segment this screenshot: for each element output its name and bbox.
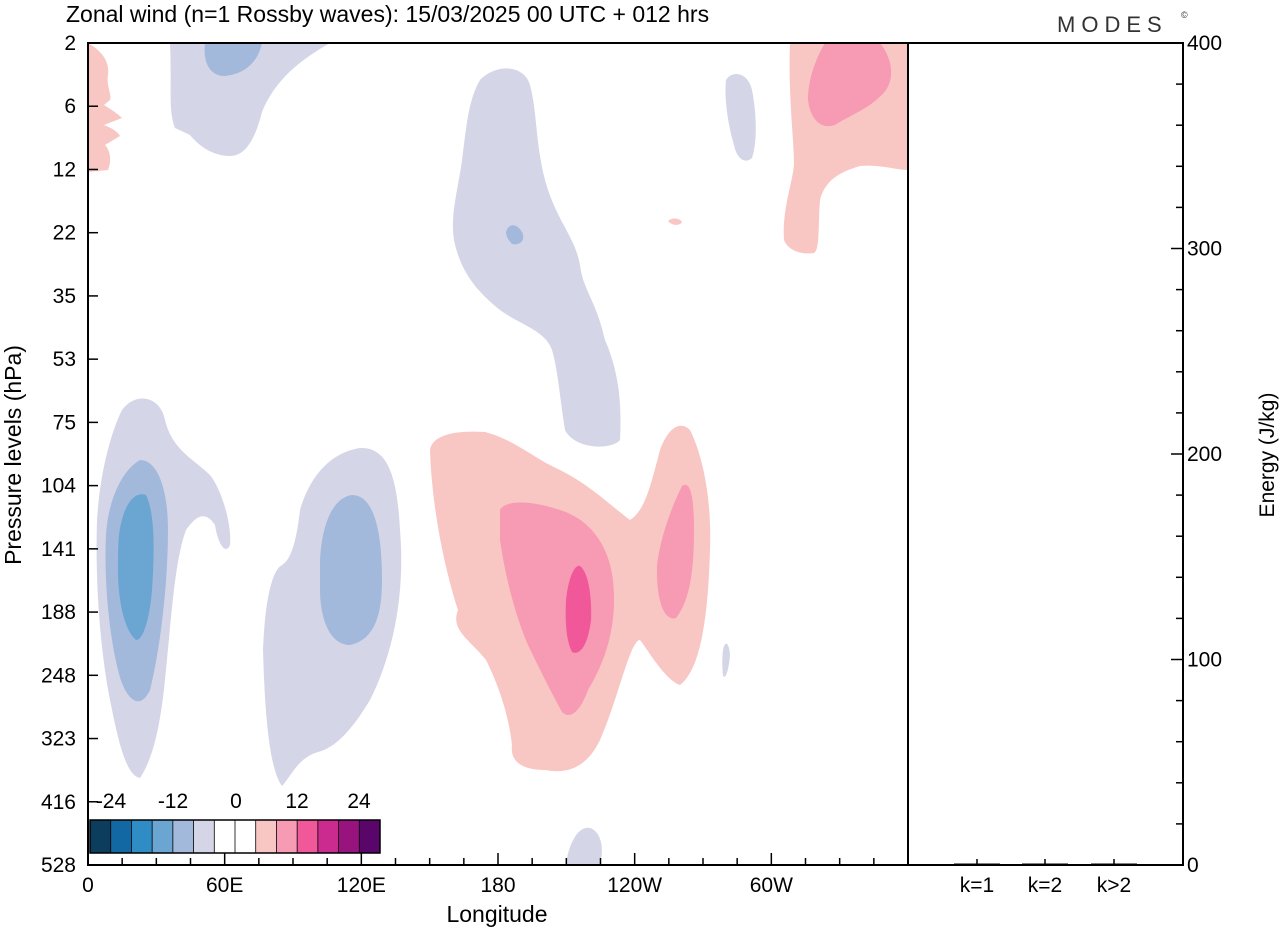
y-tick-label: 188 — [41, 601, 76, 624]
y-tick-label: 2 — [64, 32, 76, 55]
x-tick-label: 60E — [206, 874, 243, 897]
energy-axis-label: Energy (J/kg) — [1256, 393, 1279, 518]
energy-tick-label: 400 — [1187, 32, 1222, 55]
energy-tick-label: 300 — [1187, 238, 1222, 261]
contour-negative-sliver — [722, 643, 730, 677]
colorbar-swatch — [359, 820, 381, 853]
energy-tick-label: 200 — [1187, 443, 1222, 466]
contour-layer — [88, 43, 908, 865]
y-tick-label: 22 — [53, 222, 76, 245]
y-tick-label: 248 — [41, 664, 76, 687]
colorbar-swatch — [235, 820, 257, 853]
y-tick-label: 528 — [41, 854, 76, 877]
x-axis-label: Longitude — [446, 901, 547, 927]
y-tick-label: 6 — [64, 95, 76, 118]
colorbar-label: -12 — [158, 790, 188, 813]
chart-title: Zonal wind (n=1 Rossby waves): 15/03/202… — [66, 1, 709, 27]
colorbar-labels: -24 -12 0 12 24 — [96, 790, 371, 813]
contour-negative-bottom — [566, 827, 602, 865]
contour-positive-east-mid — [656, 484, 694, 619]
colorbar-swatch — [255, 820, 277, 853]
contour-negative-top-inner — [204, 43, 262, 76]
colorbar-swatch — [214, 820, 236, 853]
x-tick-label: 180 — [480, 874, 515, 897]
colorbar-swatch — [276, 820, 298, 853]
energy-category-label: k>2 — [1097, 874, 1131, 897]
energy-tick-label: 0 — [1187, 854, 1199, 877]
contour-positive-strat-speck — [668, 218, 682, 225]
contour-negative-central-inner — [320, 495, 382, 645]
modes-logo: MODES © — [1057, 10, 1188, 37]
colorbar-swatch — [110, 820, 132, 853]
contour-negative-west-inner — [118, 494, 154, 640]
energy-category-label: k=1 — [960, 874, 994, 897]
y-tick-label: 12 — [53, 158, 76, 181]
colorbar — [89, 819, 381, 854]
y-axis-label: Pressure levels (hPa) — [0, 345, 26, 565]
colorbar-swatch — [172, 820, 194, 853]
contour-negative-east-strat — [725, 74, 756, 161]
energy-frame — [907, 42, 1184, 866]
x-axis-ticks: 0 60E 120E 180 120W 60W — [82, 853, 909, 897]
colorbar-label: 12 — [285, 790, 308, 813]
y-tick-label: 416 — [41, 791, 76, 814]
y-tick-label: 35 — [53, 285, 76, 308]
contour-positive-strat-inner — [808, 43, 892, 127]
energy-axis-ticks: 0 100 200 300 400 — [1171, 32, 1222, 877]
colorbar-label: -24 — [96, 790, 127, 813]
contour-negative-midlon-band — [452, 68, 621, 447]
colorbar-label: 0 — [230, 790, 242, 813]
colorbar-swatch — [131, 820, 153, 853]
colorbar-swatch — [152, 820, 174, 853]
contour-positive-main-inner — [565, 565, 592, 653]
contour-negative-top-outer — [170, 43, 330, 156]
colorbar-swatch — [338, 820, 360, 853]
contour-positive-leftedge — [88, 43, 122, 172]
y-axis-ticks: 2 6 12 22 35 53 75 104 141 188 248 323 416 528 — [41, 32, 98, 877]
y-tick-label: 53 — [53, 348, 76, 371]
modes-logo-text: MODES — [1057, 12, 1168, 37]
x-tick-label: 60W — [750, 874, 793, 897]
colorbar-swatch — [297, 820, 319, 853]
y-tick-label: 75 — [53, 411, 76, 434]
modes-logo-mark: © — [1181, 10, 1188, 20]
x-tick-label: 0 — [82, 874, 94, 897]
y-tick-label: 141 — [41, 538, 76, 561]
x-tick-label: 120W — [607, 874, 662, 897]
contour-positive-main-mid — [500, 502, 615, 716]
y-tick-label: 104 — [41, 475, 76, 498]
colorbar-swatch — [317, 820, 339, 853]
energy-tick-label: 100 — [1187, 649, 1222, 672]
x-tick-label: 120E — [337, 874, 386, 897]
y-tick-label: 323 — [41, 728, 76, 751]
energy-bars: k=1 k=2 k>2 — [954, 859, 1137, 897]
contour-negative-midlon-spot — [506, 225, 524, 245]
colorbar-label: 24 — [347, 790, 371, 813]
energy-category-label: k=2 — [1028, 874, 1062, 897]
colorbar-swatch — [193, 820, 215, 853]
colorbar-swatch — [90, 820, 112, 853]
